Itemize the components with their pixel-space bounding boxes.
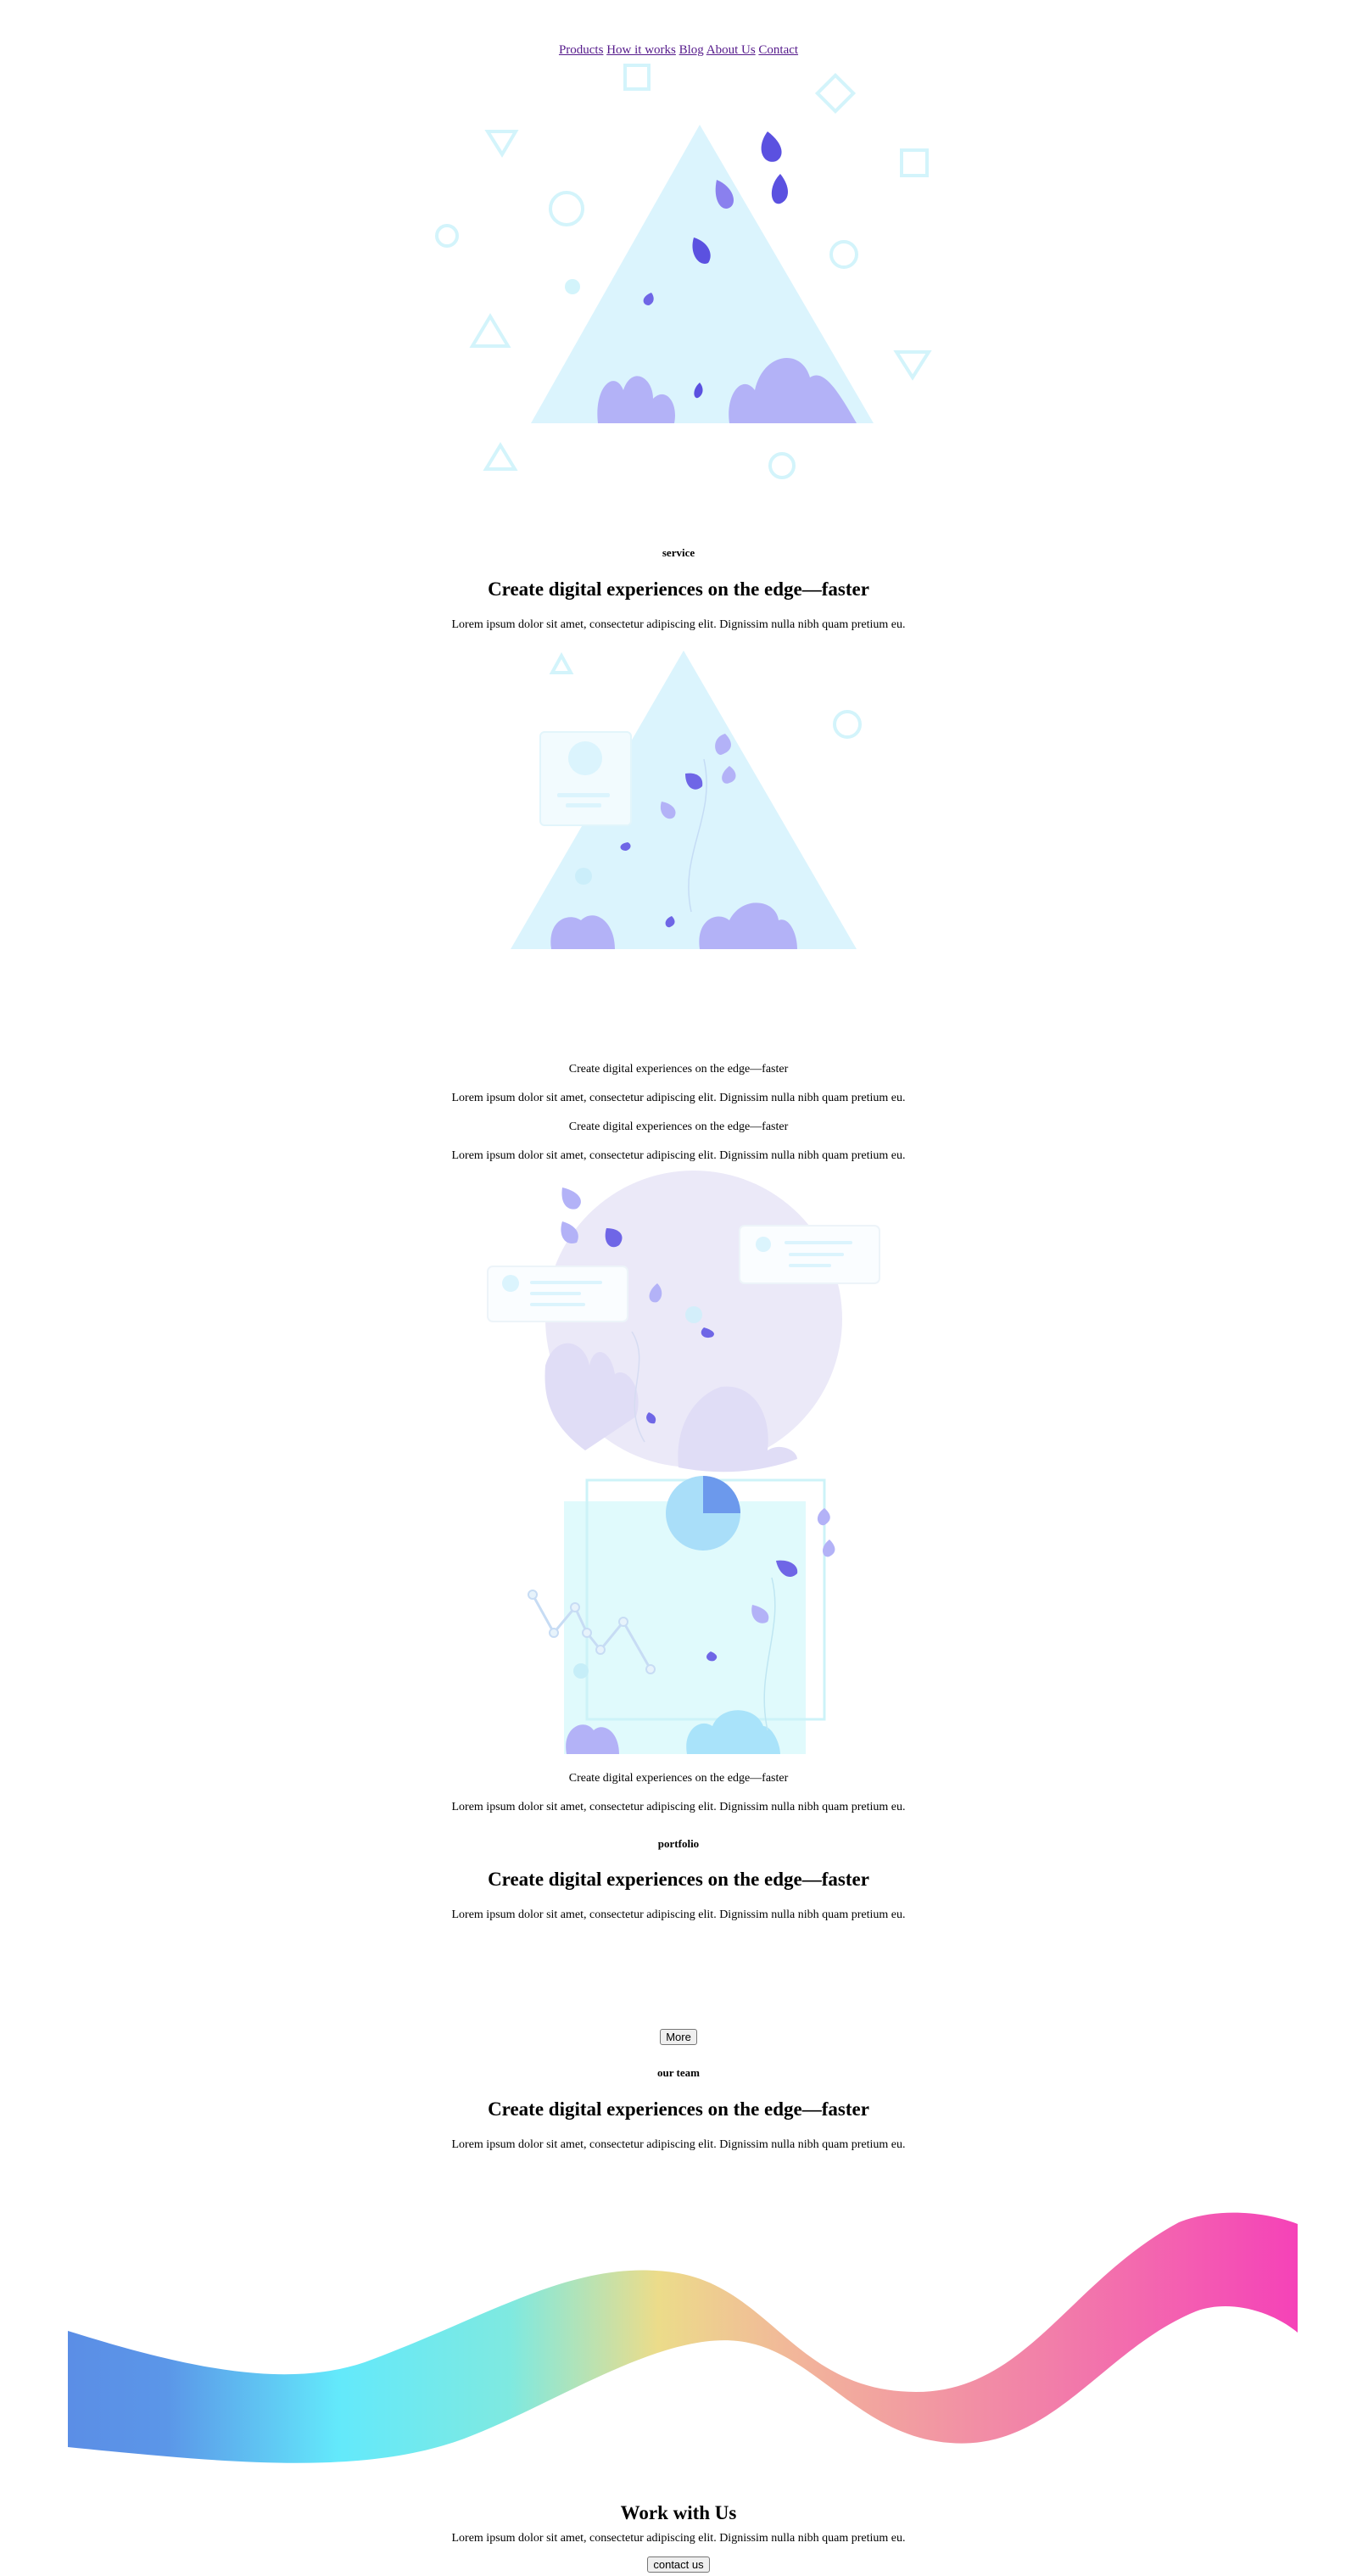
nav-link-blog[interactable]: Blog bbox=[678, 43, 704, 57]
profile-card bbox=[539, 731, 632, 826]
feature-text: Lorem ipsum dolor sit amet, consectetur … bbox=[451, 1149, 906, 1162]
leaf-icon bbox=[692, 237, 711, 264]
service-title: Create digital experiences on the edge—f… bbox=[488, 578, 869, 600]
leaf-icon bbox=[649, 1283, 662, 1303]
leaf-icon bbox=[771, 174, 788, 204]
leaf-icon bbox=[751, 1605, 769, 1623]
feature-title: Create digital experiences on the edge—f… bbox=[568, 1063, 789, 1076]
leaf-icon bbox=[685, 773, 703, 790]
cta-text: Lorem ipsum dolor sit amet, consectetur … bbox=[451, 2532, 906, 2545]
circle-outline-icon bbox=[768, 452, 796, 479]
plant-icon bbox=[566, 1724, 619, 1754]
circle-outline-icon bbox=[435, 224, 459, 248]
cta-title: Work with Us bbox=[620, 2502, 737, 2523]
leaf-icon bbox=[561, 1187, 581, 1210]
service-eyebrow: service bbox=[662, 546, 695, 559]
plant-icon bbox=[699, 902, 797, 949]
circle-outline-icon bbox=[829, 240, 858, 269]
top-nav: Products How it works Blog About Us Cont… bbox=[0, 43, 1357, 58]
diamond-outline-icon bbox=[814, 72, 857, 115]
square-outline-icon bbox=[623, 64, 651, 91]
triangle-outline-icon bbox=[484, 130, 519, 158]
feature-title: Create digital experiences on the edge—f… bbox=[568, 1120, 789, 1133]
leaf-icon bbox=[817, 1508, 830, 1526]
triangle-shape bbox=[511, 651, 857, 949]
gradient-wave bbox=[68, 2212, 1298, 2463]
triangle-outline-icon bbox=[469, 313, 511, 348]
leaf-icon bbox=[761, 131, 782, 162]
dot-icon bbox=[565, 279, 580, 294]
leaf-icon bbox=[715, 180, 734, 209]
leaf-icon bbox=[646, 1412, 656, 1424]
more-button[interactable]: More bbox=[660, 2029, 697, 2045]
team-title: Create digital experiences on the edge—f… bbox=[488, 2098, 869, 2120]
leaf-icon bbox=[776, 1560, 798, 1578]
leaf-icon bbox=[701, 1327, 714, 1338]
portfolio-text: Lorem ipsum dolor sit amet, consectetur … bbox=[451, 1908, 906, 1921]
service-illustration bbox=[511, 651, 862, 949]
leaf-icon bbox=[605, 1228, 623, 1248]
nav-link-how-it-works[interactable]: How it works bbox=[606, 43, 676, 57]
leaf-icon bbox=[715, 734, 731, 755]
nav-link-about-us[interactable]: About Us bbox=[706, 43, 756, 57]
service-text: Lorem ipsum dolor sit amet, consectetur … bbox=[451, 618, 906, 631]
leaf-icon bbox=[660, 802, 676, 819]
portfolio-eyebrow: portfolio bbox=[657, 1837, 700, 1850]
triangle-outline-icon bbox=[483, 442, 518, 471]
contact-us-button[interactable]: contact us bbox=[647, 2556, 710, 2573]
plant-icon bbox=[729, 358, 857, 423]
triangle-outline-icon bbox=[893, 350, 932, 381]
analytics-illustration bbox=[528, 1476, 835, 1754]
nav-link-contact[interactable]: Contact bbox=[758, 43, 799, 57]
more-button-row: More bbox=[0, 2029, 1357, 2045]
team-eyebrow: our team bbox=[657, 2066, 700, 2079]
plant-icon bbox=[550, 915, 615, 949]
leaf-icon bbox=[643, 293, 654, 305]
feature-text: Lorem ipsum dolor sit amet, consectetur … bbox=[451, 1801, 906, 1813]
plant-icon bbox=[686, 1710, 780, 1754]
nav-link-products[interactable]: Products bbox=[558, 43, 604, 57]
portfolio-title: Create digital experiences on the edge—f… bbox=[488, 1869, 869, 1890]
square-outline-icon bbox=[900, 148, 929, 177]
triangle-shape bbox=[531, 125, 874, 423]
plant-icon bbox=[597, 376, 675, 423]
leaf-icon bbox=[561, 1221, 578, 1243]
leaf-icon bbox=[620, 842, 631, 851]
circle-outline-icon bbox=[833, 710, 862, 739]
triangle-outline-icon bbox=[549, 651, 574, 674]
wave-shape bbox=[68, 2212, 1298, 2463]
leaf-icon bbox=[706, 1651, 718, 1662]
leaf-icon bbox=[823, 1539, 835, 1557]
cta-button-row: contact us bbox=[0, 2556, 1357, 2573]
leaf-icon bbox=[722, 766, 736, 784]
leaf-icon bbox=[694, 383, 703, 399]
leaf-icon bbox=[665, 916, 675, 928]
avatar-icon bbox=[568, 741, 602, 775]
globe-illustration bbox=[487, 1171, 880, 1472]
feature-text: Lorem ipsum dolor sit amet, consectetur … bbox=[451, 1092, 906, 1104]
feature-title: Create digital experiences on the edge—f… bbox=[568, 1772, 789, 1785]
circle-outline-icon bbox=[549, 191, 584, 226]
hero-illustration bbox=[435, 64, 932, 479]
team-text: Lorem ipsum dolor sit amet, consectetur … bbox=[451, 2138, 906, 2151]
